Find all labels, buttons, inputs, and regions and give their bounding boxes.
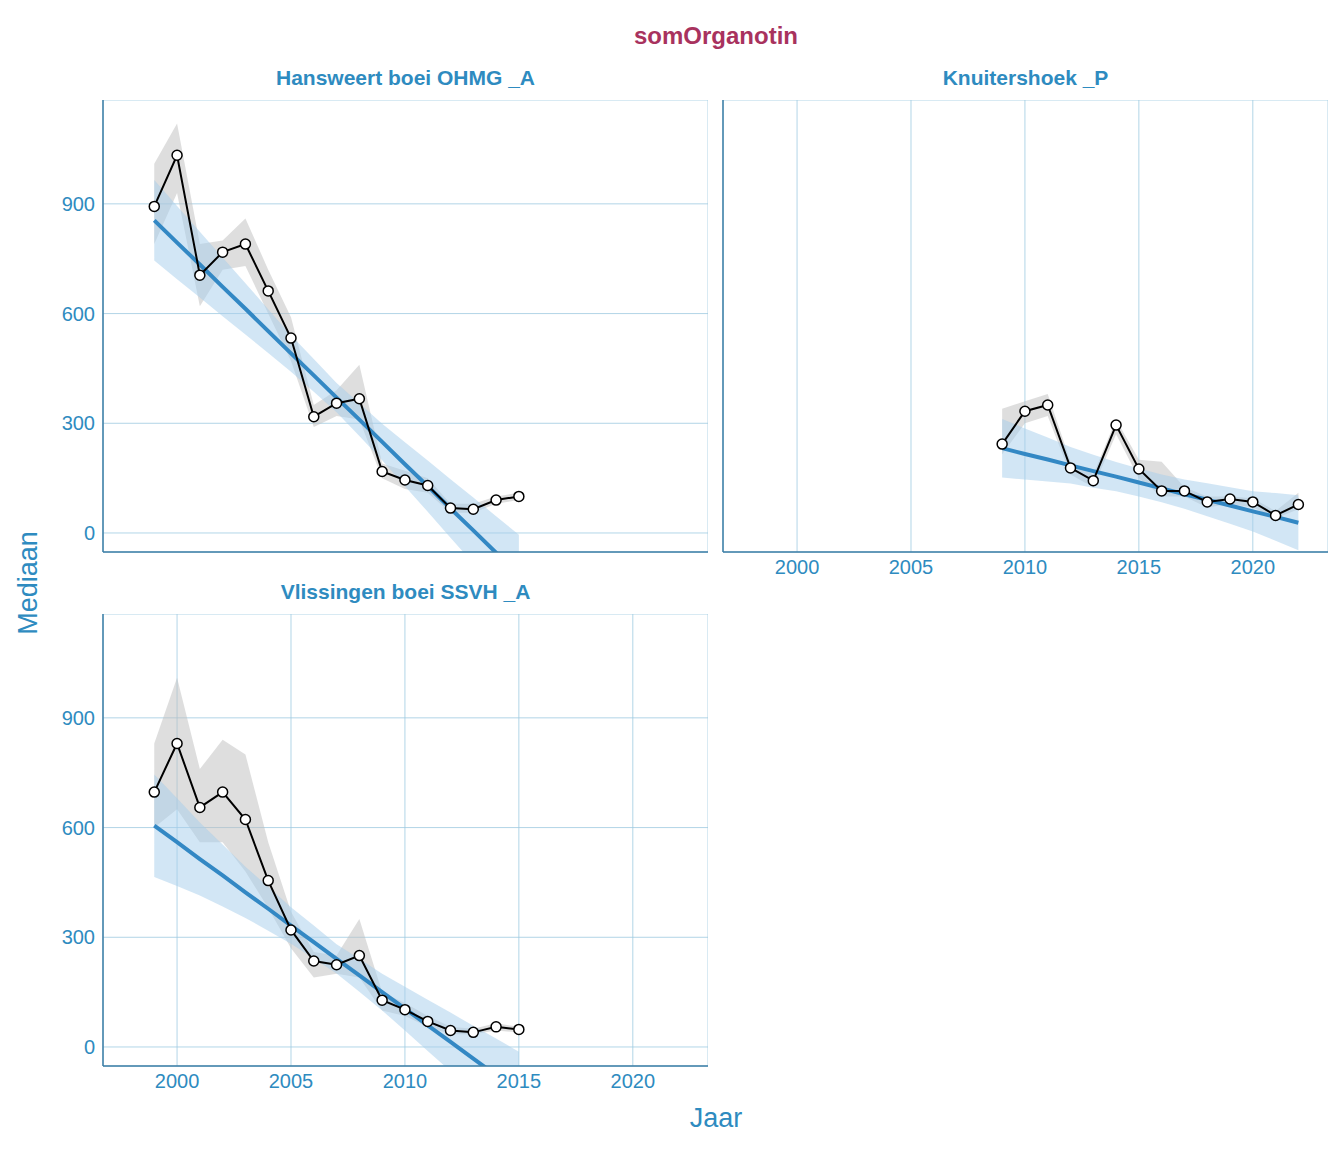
html-text:Hansweert boei OHMG _A: Hansweert boei OHMG _A [276,66,535,89]
svg-text:300: 300 [62,412,95,434]
svg-text:300: 300 [62,926,95,948]
html-text:Jaar: Jaar [689,1103,743,1133]
svg-text:2020: 2020 [1231,556,1276,578]
html-text:Mediaan: Mediaan [12,531,43,635]
svg-text:2015: 2015 [1117,556,1162,578]
html-text:Knuitershoek _P: Knuitershoek _P [942,66,1109,89]
html-text:Vlissingen boei SSVH _A: Vlissingen boei SSVH _A [280,580,531,603]
svg-text:0: 0 [84,522,95,544]
svg-text:2000: 2000 [155,1070,200,1092]
svg-text:600: 600 [62,817,95,839]
svg-text:2010: 2010 [1003,556,1048,578]
svg-text:2020: 2020 [611,1070,656,1092]
svg-text:900: 900 [62,193,95,215]
svg-text:2005: 2005 [889,556,934,578]
svg-text:2010: 2010 [383,1070,428,1092]
svg-text:900: 900 [62,707,95,729]
svg-text:0: 0 [84,1036,95,1058]
svg-text:2005: 2005 [269,1070,314,1092]
svg-text:600: 600 [62,303,95,325]
html-text:somOrganotin: somOrganotin [634,22,798,49]
svg-text:2000: 2000 [775,556,820,578]
svg-text:2015: 2015 [497,1070,542,1092]
